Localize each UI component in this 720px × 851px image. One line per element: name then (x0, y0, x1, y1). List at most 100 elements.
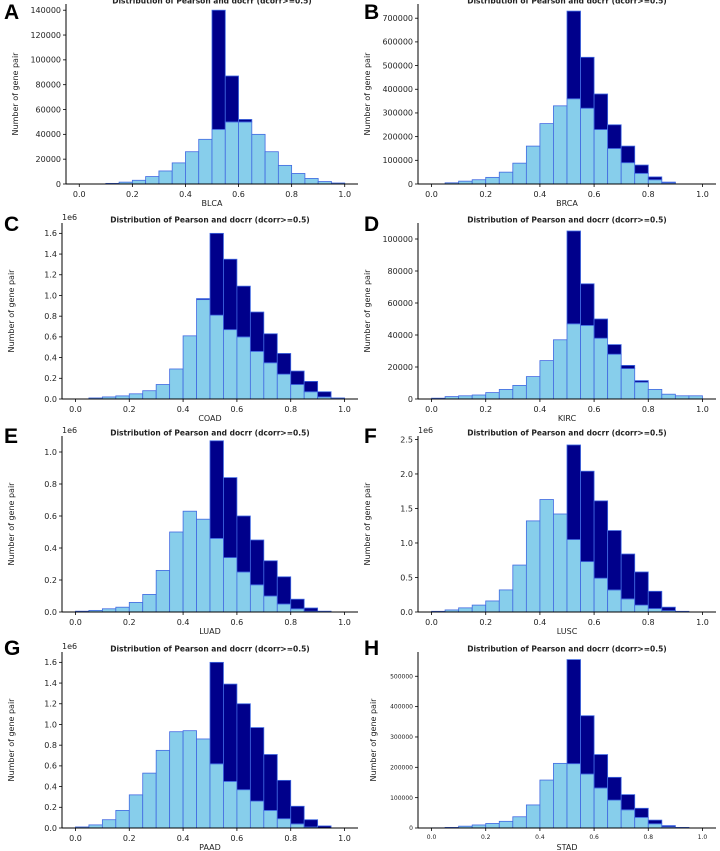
x-tick-label: 0.0 (69, 405, 82, 414)
bar-dcorr (276, 779, 292, 820)
bar-dcorr (620, 145, 636, 164)
bar-pearson (276, 818, 292, 829)
bar-pearson (566, 98, 581, 185)
bar-dcorr (647, 176, 663, 181)
bar-dcorr (209, 661, 224, 765)
x-tick-label: 1.0 (338, 834, 351, 843)
bar-pearson (553, 339, 568, 400)
bar-pearson (249, 584, 265, 613)
x-axis-label: BRCA (556, 199, 578, 208)
bar-pearson (223, 781, 238, 829)
bar-pearson (634, 604, 649, 613)
bar-pearson (276, 373, 292, 400)
y-tick-label: 200000 (382, 132, 413, 141)
panel-letter: C (4, 213, 20, 236)
y-tick-label: 2.5 (400, 435, 413, 444)
bar-dcorr (223, 683, 238, 782)
y-tick-label: 300000 (382, 109, 413, 118)
bar-pearson (198, 138, 213, 185)
panel-c: C Distribution of Pearson and docrr (dco… (0, 212, 360, 424)
y-tick-label: 20000 (388, 363, 413, 372)
bar-pearson (249, 350, 265, 400)
bar-pearson (155, 384, 171, 400)
bar-pearson (634, 172, 649, 185)
bar-pearson (607, 589, 622, 613)
panel-g: G Distribution of Pearson and docrr (dco… (0, 636, 360, 851)
y-tick-label: 0.8 (44, 741, 57, 750)
bar-pearson (525, 145, 541, 185)
panel-letter: G (4, 637, 21, 660)
bar-pearson (290, 823, 305, 829)
y-tick-label: 0.2 (44, 803, 57, 812)
bar-pearson (115, 606, 130, 613)
bar-dcorr (223, 477, 238, 558)
bar-pearson (209, 314, 224, 400)
histogram-chart: Distribution of Pearson and docrr (dcorr… (11, 0, 358, 208)
bar-pearson (553, 513, 568, 613)
bar-pearson (620, 809, 636, 829)
panel-letter: H (364, 637, 380, 660)
bar-pearson (553, 105, 568, 185)
bar-pearson (182, 335, 197, 400)
bar-dcorr (196, 298, 211, 301)
bar-pearson (211, 128, 226, 185)
bar-pearson (196, 738, 211, 829)
bar-dcorr (566, 444, 581, 540)
y-axis-multiplier: 1e6 (62, 213, 77, 222)
panel-letter: D (364, 213, 380, 236)
bar-pearson (171, 162, 186, 185)
x-tick-label: 0.6 (588, 618, 601, 627)
bar-dcorr (634, 571, 649, 606)
x-tick-label: 0.6 (231, 618, 244, 627)
bar-pearson (263, 362, 278, 400)
y-axis-label: Number of gene pair (7, 269, 16, 353)
x-tick-label: 0.6 (231, 405, 244, 414)
bar-pearson (566, 323, 581, 400)
x-tick-label: 0.2 (479, 618, 492, 627)
histogram-chart: Distribution of Pearson and docrr (dcorr… (7, 642, 358, 851)
bar-pearson (142, 593, 157, 613)
bar-pearson (607, 799, 622, 829)
y-tick-label: 500000 (382, 61, 413, 70)
bar-dcorr (290, 598, 305, 610)
y-axis-label: Number of gene pair (363, 269, 372, 353)
bar-pearson (485, 392, 500, 400)
x-tick-label: 0.4 (177, 405, 190, 414)
y-tick-label: 1.0 (44, 720, 57, 729)
bar-dcorr (661, 606, 676, 612)
x-tick-label: 0.8 (284, 618, 297, 627)
x-tick-label: 0.4 (534, 405, 547, 414)
y-tick-label: 1.5 (400, 504, 413, 513)
x-tick-label: 1.0 (698, 834, 708, 841)
bar-pearson (593, 577, 609, 613)
bar-dcorr (238, 119, 253, 123)
x-axis-label: COAD (198, 414, 221, 423)
bar-pearson (471, 179, 487, 185)
bar-pearson (169, 531, 184, 613)
bar-pearson (580, 773, 595, 829)
y-tick-label: 100000 (382, 156, 413, 165)
x-axis-label: STAD (557, 843, 578, 851)
bar-pearson (580, 325, 595, 400)
y-tick-label: 1.0 (44, 448, 57, 457)
bar-pearson (512, 564, 527, 613)
y-tick-label: 1.4 (44, 250, 57, 259)
bar-pearson (209, 763, 224, 829)
panel-letter: E (4, 425, 19, 448)
bar-pearson (485, 176, 500, 185)
chart-title: Distribution of Pearson and docrr (dcorr… (110, 645, 309, 654)
y-tick-label: 400000 (390, 704, 413, 711)
bar-pearson (512, 162, 527, 185)
bar-dcorr (236, 515, 251, 573)
bar-dcorr (647, 819, 663, 825)
histogram-chart: Distribution of Pearson and docrr (dcorr… (363, 216, 716, 423)
bar-dcorr (263, 333, 278, 364)
chart-title: Distribution of Pearson and docrr (dcorr… (467, 216, 666, 225)
bar-pearson (209, 538, 224, 613)
bar-dcorr (593, 318, 609, 339)
chart-title: Distribution of Pearson and docrr (dcorr… (110, 216, 309, 225)
y-tick-label: 0.5 (400, 573, 413, 582)
y-tick-label: 0.0 (44, 395, 57, 404)
y-axis-label: Number of gene pair (363, 482, 372, 566)
bar-pearson (224, 121, 239, 185)
